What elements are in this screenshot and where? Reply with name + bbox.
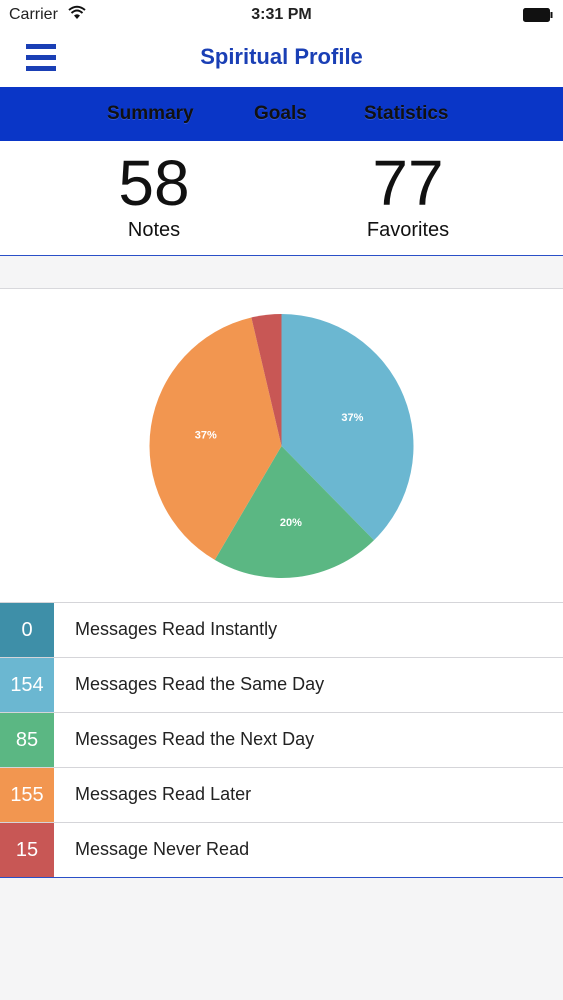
list-item[interactable]: 85 Messages Read the Next Day <box>0 713 563 768</box>
carrier-label: Carrier <box>9 6 58 23</box>
list-item[interactable]: 15 Message Never Read <box>0 823 563 877</box>
favorites-label: Favorites <box>366 219 450 241</box>
navigation-bar: Spiritual Profile <box>0 30 563 87</box>
wifi-icon <box>68 5 86 19</box>
tab-goals[interactable]: Goals <box>254 103 307 124</box>
stat-label: Messages Read Instantly <box>75 619 278 639</box>
stat-label: Messages Read the Same Day <box>75 674 325 694</box>
list-item[interactable]: 0 Messages Read Instantly <box>0 603 563 658</box>
stats-list: 0 Messages Read Instantly 154 Messages R… <box>0 603 563 878</box>
notes-value: 58 <box>118 147 190 219</box>
stat-label: Messages Read the Next Day <box>75 729 315 749</box>
slice-label: 20% <box>280 517 302 529</box>
count-badge: 0 <box>0 603 54 657</box>
section-spacer <box>0 257 563 289</box>
list-item[interactable]: 154 Messages Read the Same Day <box>0 658 563 713</box>
count-badge: 155 <box>0 768 54 822</box>
pie-slice <box>214 446 374 579</box>
battery-icon <box>523 8 553 22</box>
pie-slice <box>149 317 282 560</box>
slice-label: 37% <box>341 412 363 424</box>
tab-summary[interactable]: Summary <box>107 103 194 124</box>
notes-count: 58 Notes <box>54 149 254 242</box>
list-item[interactable]: 155 Messages Read Later <box>0 768 563 823</box>
tab-bar: Summary Goals Statistics <box>0 87 563 141</box>
favorites-value: 77 <box>372 147 444 219</box>
status-bar: Carrier 3:31 PM <box>0 0 563 30</box>
pie-chart-panel: 37% 20% 37% <box>0 289 563 603</box>
stat-label: Messages Read Later <box>75 784 252 804</box>
favorites-count: 77 Favorites <box>308 149 508 242</box>
pie-slice <box>251 314 282 446</box>
stat-label: Message Never Read <box>75 839 250 859</box>
count-badge: 15 <box>0 823 54 877</box>
summary-counts: 58 Notes 77 Favorites <box>0 141 563 256</box>
page-title: Spiritual Profile <box>200 44 363 69</box>
notes-label: Notes <box>127 219 181 241</box>
count-badge: 154 <box>0 658 54 712</box>
pie-chart: 37% 20% 37% <box>149 314 414 579</box>
count-badge: 85 <box>0 713 54 767</box>
slice-label: 37% <box>195 430 217 442</box>
pie-slice <box>281 314 414 541</box>
tab-statistics[interactable]: Statistics <box>364 103 449 124</box>
menu-icon[interactable] <box>26 44 56 72</box>
status-time: 3:31 PM <box>251 6 312 23</box>
